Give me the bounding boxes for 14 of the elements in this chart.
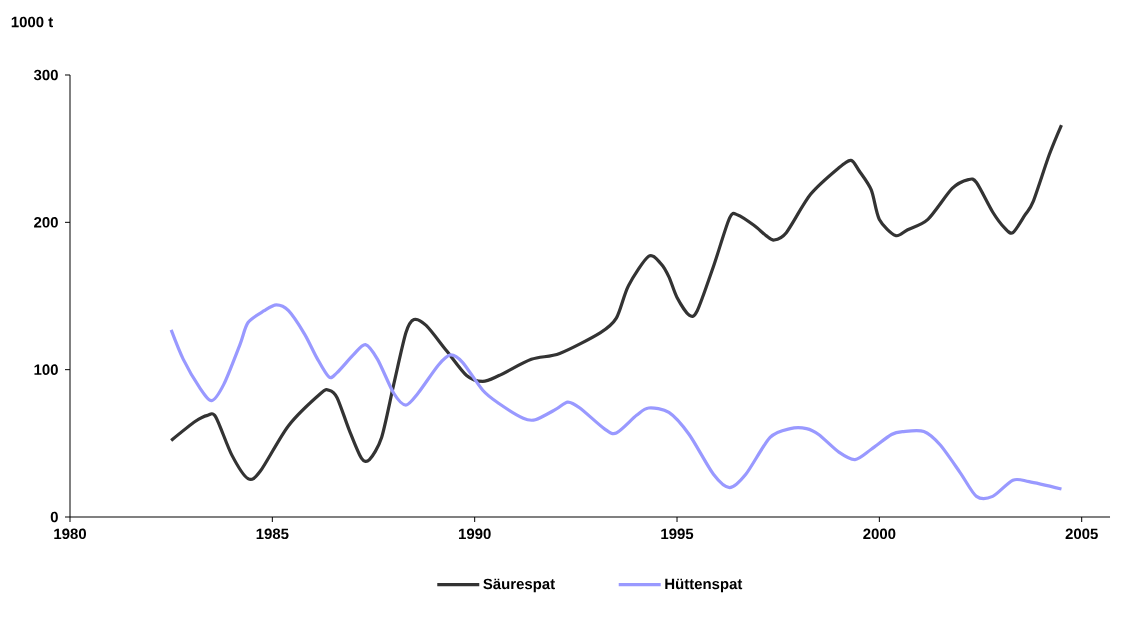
y-tick-label: 0 <box>50 511 58 523</box>
legend-label: Säurespat <box>483 578 555 593</box>
x-tick-label: 1990 <box>458 528 491 540</box>
x-tick-label: 1985 <box>256 528 289 540</box>
line-series <box>169 123 1064 481</box>
legend-label: Hüttenspat <box>665 578 743 593</box>
x-tick-label: 2000 <box>863 528 896 540</box>
y-tick-label: 100 <box>34 364 58 375</box>
x-tick-label: 2005 <box>1065 528 1098 540</box>
x-tick-label: 1995 <box>661 528 694 540</box>
y-axis-title: 1000 t <box>11 16 53 28</box>
y-tick-label: 200 <box>34 217 58 228</box>
x-tick-label: 1980 <box>54 528 86 540</box>
y-tick-label: 300 <box>33 69 58 81</box>
